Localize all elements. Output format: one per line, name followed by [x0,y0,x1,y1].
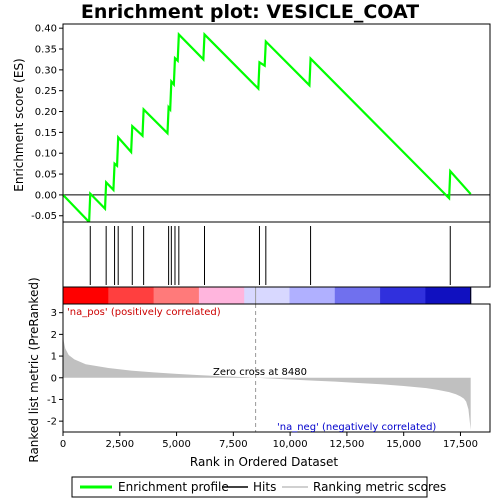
x-tick-label: 0 [60,439,66,450]
x-tick-label: 17,500 [443,439,478,450]
heatmap-segment [153,287,200,304]
es-plot-area [63,24,490,222]
x-tick-label: 10,000 [273,439,308,450]
legend: Enrichment profile Hits Ranking metric s… [71,476,446,498]
metric-y-tick-label: 3 [51,308,57,319]
heatmap-segment [63,287,109,304]
legend-hits-label: Hits [253,480,276,494]
metric-panel: -2 -1 0 1 2 3 0 2,500 5,000 7,500 10,000 12,500 15,0… [47,303,491,450]
metric-y-tick-label: 1 [51,352,57,363]
hits-plot-frame [62,221,491,288]
es-y-tick-label: 0.35 [35,45,57,56]
es-y-tick-label: 0.00 [35,190,57,201]
heatmap-segment [244,287,290,304]
x-tick-label: 5,000 [162,439,191,450]
heatmap-segment [198,287,245,304]
es-y-tick-label: -0.05 [31,211,57,222]
es-y-tick-label: 0.30 [35,65,57,76]
x-axis-label: Rank in Ordered Dataset [190,455,338,469]
legend-enrichment-label: Enrichment profile [118,480,229,494]
metric-plot-area [63,304,490,432]
metric-y-tick-label: 0 [51,373,57,384]
metric-y-tick-label: 2 [51,330,57,341]
es-y-tick-label: 0.40 [35,24,57,35]
legend-metric-label: Ranking metric scores [313,480,446,494]
positive-correlation-label: 'na_pos' (positively correlated) [67,307,221,318]
heatmap-segment [380,287,426,304]
heatmap-segment [289,287,336,304]
x-tick-label: 2,500 [105,439,134,450]
es-y-axis-label: Enrichment score (ES) [12,58,26,191]
zero-cross-label: Zero cross at 8480 [213,367,307,378]
heatmap-segment [334,287,381,304]
es-y-tick-label: 0.10 [35,149,57,160]
es-panel: -0.05 0.00 0.05 0.10 0.15 0.20 0.25 0.30 0.35 0.4… [31,23,491,225]
chart-title: Enrichment plot: VESICLE_COAT [81,1,419,23]
hits-panel [62,221,491,288]
rank-heatmap-bar [62,286,472,305]
es-y-tick-label: 0.15 [35,128,57,139]
negative-correlation-label: 'na_neg' (negatively correlated) [277,422,436,433]
es-y-tick-label: 0.05 [35,170,57,181]
metric-y-axis-label: Ranked list metric (PreRanked) [27,277,41,462]
x-tick-label: 12,500 [329,439,364,450]
legend-box [71,476,428,498]
es-y-tick-label: 0.25 [35,86,57,97]
metric-y-tick-label: -1 [47,395,57,406]
x-tick-label: 15,000 [386,439,421,450]
metric-plot-frame [62,303,491,433]
heatmap-segment [425,287,472,304]
metric-y-tick-label: -2 [47,417,57,428]
enrichment-profile-line [62,31,472,225]
heatmap-segment [108,287,155,304]
es-y-tick-label: 0.20 [35,107,57,118]
x-tick-label: 7,500 [219,439,248,450]
